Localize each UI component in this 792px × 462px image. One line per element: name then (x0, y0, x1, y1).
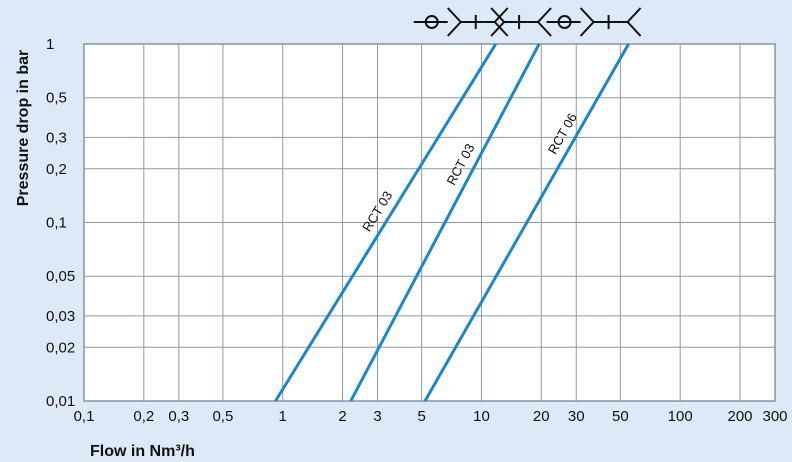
x-tick-label: 3 (373, 408, 381, 425)
x-tick-label: 30 (568, 408, 585, 425)
gridlines (83, 43, 776, 402)
coupling-symbols (413, 7, 642, 37)
x-tick-label: 100 (668, 408, 693, 425)
x-tick-label: 1 (279, 408, 287, 425)
x-tick-label: 5 (417, 408, 425, 425)
y-tick-label: 0,03 (46, 308, 75, 325)
x-axis-title: Flow in Nm³/h (90, 443, 195, 460)
x-tick-labels: 0,1 0,2 0,3 0,5 1 2 3 5 10 20 30 50 100 200 300 (74, 408, 788, 425)
x-tick-label: 200 (727, 408, 752, 425)
coupling-socket-mark (447, 7, 463, 37)
y-tick-label: 0,02 (46, 339, 75, 356)
y-tick-label: 0,3 (46, 129, 67, 146)
series-line (349, 43, 541, 402)
y-tick-label: 1 (46, 36, 54, 53)
x-tick-label: 0,5 (212, 408, 233, 425)
y-axis-title: Pressure drop in bar (15, 50, 32, 207)
x-tick-label: 20 (533, 408, 550, 425)
y-tick-label: 0,1 (46, 215, 67, 232)
y-tick-label: 0,5 (46, 90, 67, 107)
coupling-with-check-valve-icon (546, 7, 642, 37)
plot-frame (83, 43, 776, 402)
y-tick-label: 0,01 (46, 393, 75, 410)
x-tick-label: 0,1 (74, 408, 95, 425)
coupling-socket-mark (579, 7, 595, 37)
coupling-plug-mark (626, 7, 642, 37)
x-tick-label: 0,2 (133, 408, 154, 425)
x-tick-label: 0,3 (168, 408, 189, 425)
coupling-with-check-valve-icon (413, 7, 509, 37)
x-tick-label: 50 (612, 408, 629, 425)
y-tick-labels: 0,01 0,02 0,03 0,05 0,1 0,2 0,3 0,5 1 (46, 36, 75, 410)
y-tick-label: 0,05 (46, 268, 75, 285)
x-tick-label: 10 (473, 408, 490, 425)
series-line (274, 43, 498, 402)
series-line (423, 43, 630, 402)
y-tick-label: 0,2 (46, 161, 67, 178)
x-tick-label: 2 (338, 408, 346, 425)
coupling-icon (490, 7, 552, 37)
x-tick-label: 300 (762, 408, 787, 425)
